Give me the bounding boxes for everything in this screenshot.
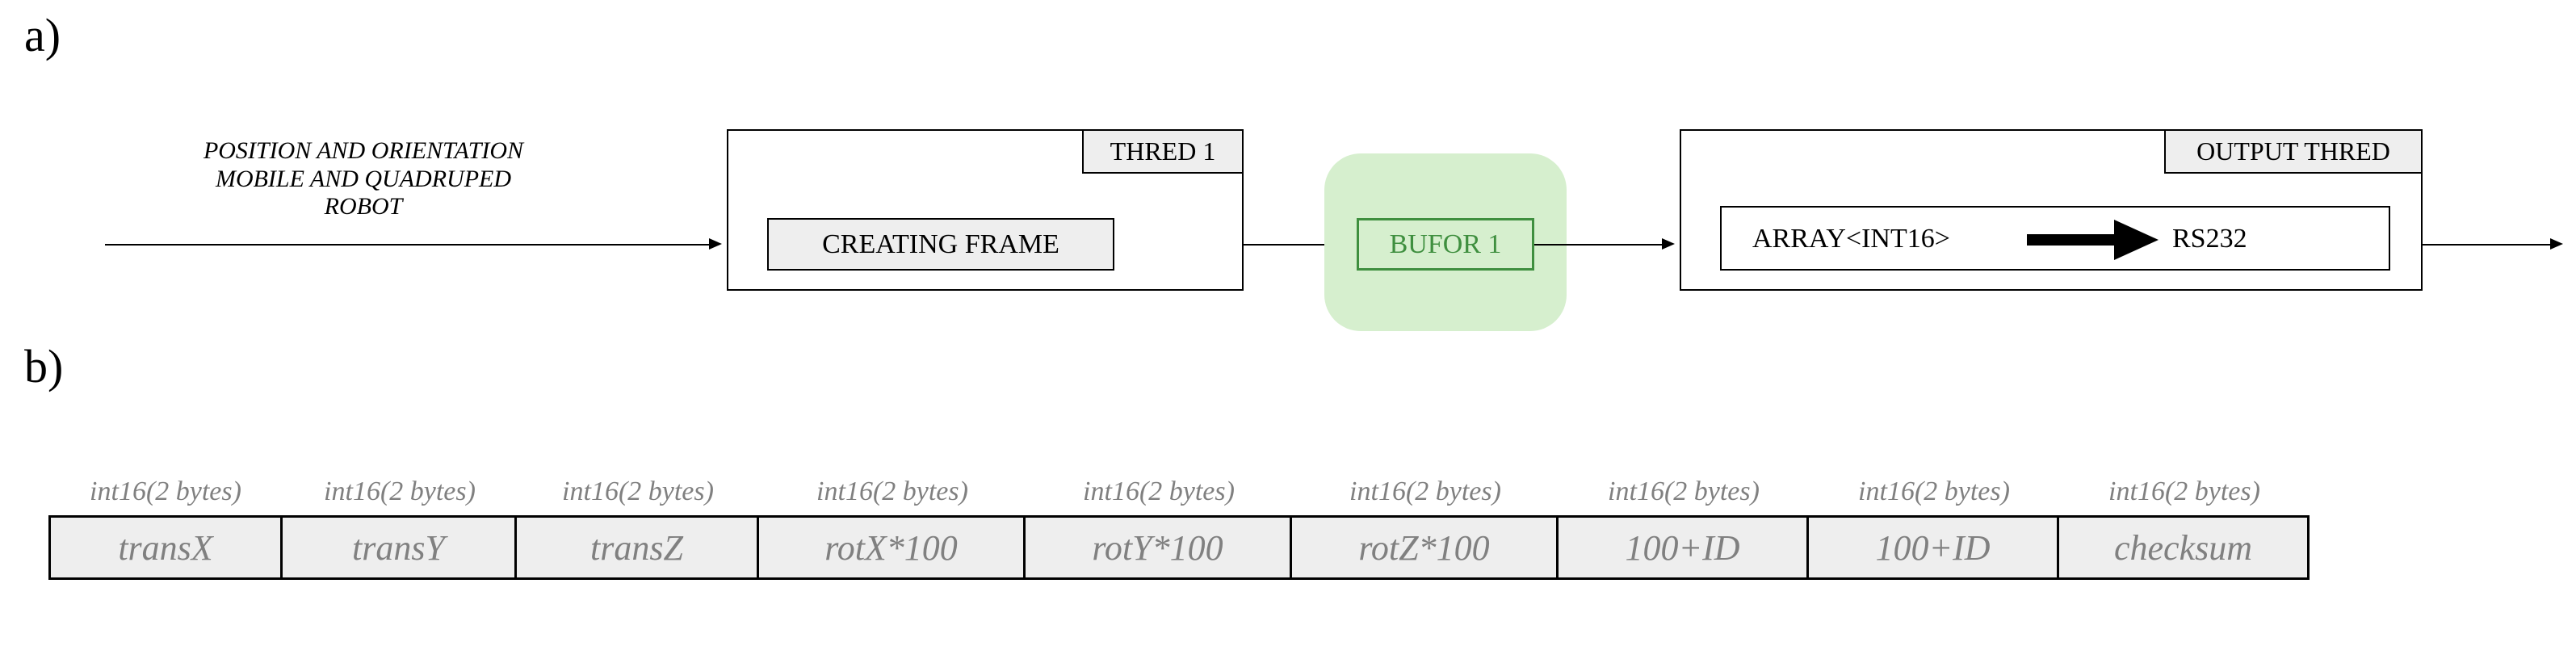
frame-col-header: int16(2 bytes) bbox=[816, 476, 968, 507]
frame-cell: 100+ID bbox=[1809, 515, 2059, 580]
arrow-out-line bbox=[2423, 244, 2552, 246]
thread1-inner: CREATING FRAME bbox=[767, 218, 1114, 271]
frame-col: int16(2 bytes) rotZ*100 bbox=[1292, 476, 1559, 580]
input-caption-line3: ROBOT bbox=[137, 193, 589, 221]
frame-col: int16(2 bytes) checksum bbox=[2059, 476, 2310, 580]
frame-col: int16(2 bytes) 100+ID bbox=[1559, 476, 1809, 580]
frame-cell: checksum bbox=[2059, 515, 2310, 580]
frame-cell: rotY*100 bbox=[1026, 515, 1292, 580]
arrow-buf-out-line bbox=[1534, 244, 1663, 246]
frame-cell: transY bbox=[283, 515, 517, 580]
arrow-buf-out-head bbox=[1662, 238, 1675, 250]
big-arrow-head bbox=[2114, 220, 2159, 260]
frame-col-header: int16(2 bytes) bbox=[1858, 476, 2010, 507]
frame-col: int16(2 bytes) 100+ID bbox=[1809, 476, 2059, 580]
frame-col-header: int16(2 bytes) bbox=[90, 476, 241, 507]
buffer-box: BUFOR 1 bbox=[1357, 218, 1534, 271]
frame-col: int16(2 bytes) transX bbox=[48, 476, 283, 580]
section-label-b: b) bbox=[24, 339, 63, 393]
output-array-text: ARRAY<INT16> bbox=[1752, 224, 1950, 254]
frame-cell: transZ bbox=[517, 515, 759, 580]
arrow-out-head bbox=[2550, 238, 2563, 250]
frame-cell: rotZ*100 bbox=[1292, 515, 1559, 580]
frame-col: int16(2 bytes) transZ bbox=[517, 476, 759, 580]
section-label-a: a) bbox=[24, 8, 61, 62]
input-arrow-head bbox=[709, 238, 722, 250]
diagram-root: a) POSITION AND ORIENTATION MOBILE AND Q… bbox=[0, 0, 2576, 659]
thread1-tag: THRED 1 bbox=[1082, 129, 1244, 174]
frame-cell: transX bbox=[48, 515, 283, 580]
frame-col: int16(2 bytes) rotX*100 bbox=[759, 476, 1026, 580]
frame-col-header: int16(2 bytes) bbox=[1083, 476, 1235, 507]
frame-col: int16(2 bytes) rotY*100 bbox=[1026, 476, 1292, 580]
input-arrow-line bbox=[105, 244, 711, 246]
frame-col-header: int16(2 bytes) bbox=[562, 476, 714, 507]
frame-col: int16(2 bytes) transY bbox=[283, 476, 517, 580]
frame-cell: 100+ID bbox=[1559, 515, 1809, 580]
frame-table: int16(2 bytes) transX int16(2 bytes) transY… bbox=[48, 476, 2310, 580]
input-caption: POSITION AND ORIENTATION MOBILE AND QUAD… bbox=[137, 137, 589, 221]
big-arrow-shaft bbox=[2027, 234, 2116, 246]
input-caption-line2: MOBILE AND QUADRUPED bbox=[137, 166, 589, 194]
frame-col-header: int16(2 bytes) bbox=[2108, 476, 2260, 507]
frame-col-header: int16(2 bytes) bbox=[324, 476, 476, 507]
output-tag: OUTPUT THRED bbox=[2164, 129, 2423, 174]
frame-cell: rotX*100 bbox=[759, 515, 1026, 580]
input-caption-line1: POSITION AND ORIENTATION bbox=[137, 137, 589, 166]
frame-col-header: int16(2 bytes) bbox=[1349, 476, 1501, 507]
frame-col-header: int16(2 bytes) bbox=[1608, 476, 1760, 507]
output-rs232-text: RS232 bbox=[2172, 224, 2247, 254]
